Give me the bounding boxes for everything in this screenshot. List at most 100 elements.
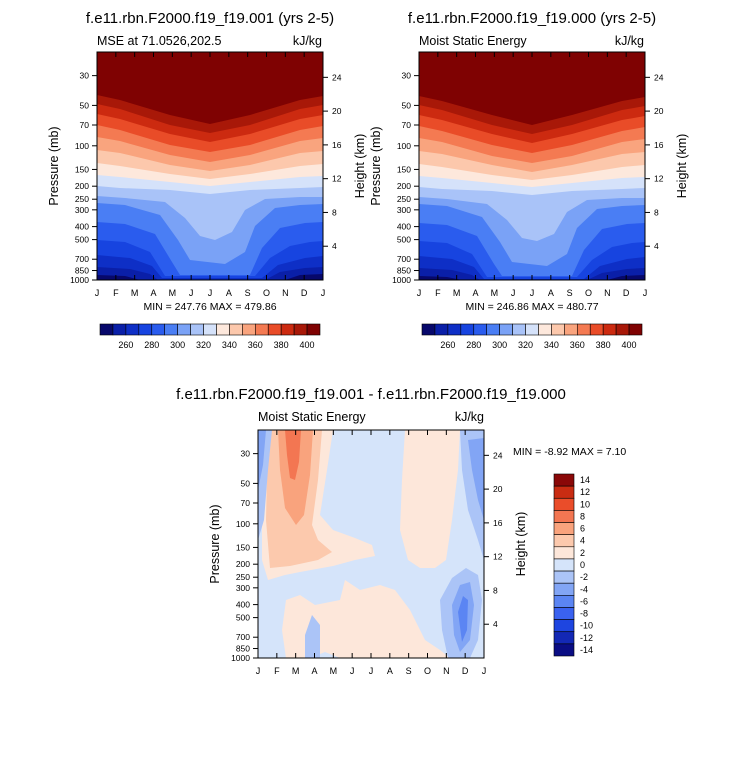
colorbar-box	[125, 323, 140, 336]
colorbar-box	[254, 323, 269, 336]
colorbar-box	[551, 323, 565, 336]
colorbar-label: 360	[248, 340, 263, 350]
colorbar-label: 260	[118, 340, 133, 350]
x-tick-label: J	[189, 288, 194, 298]
colorbar-label: 2	[580, 548, 585, 558]
x-tick-label: D	[462, 666, 469, 676]
pressure-tick-label: 1000	[231, 653, 250, 663]
height-tick-label: 8	[332, 207, 337, 217]
colorbar-box	[553, 534, 575, 548]
height-tick-label: 4	[332, 241, 337, 251]
colorbar-box	[229, 323, 243, 336]
pressure-tick-label: 850	[397, 266, 411, 276]
colorbar-label: 300	[492, 340, 507, 350]
panel-1: f.e11.rbn.F2000.f19_f19.001 (yrs 2-5) MS…	[47, 10, 367, 350]
x-tick-label: J	[321, 288, 326, 298]
height-tick-label: 24	[332, 72, 342, 82]
colorbar-box	[164, 323, 178, 336]
colorbar-label: 12	[580, 487, 590, 497]
colorbar-label: -12	[580, 633, 593, 643]
panel-1-colorbar: 260 280 300 320 340 360 380 400	[99, 323, 321, 350]
x-tick-label: A	[472, 288, 478, 298]
x-tick-label: J	[208, 288, 213, 298]
pressure-tick-label: 50	[80, 100, 90, 110]
colorbar-box	[602, 323, 617, 336]
colorbar-label: 6	[580, 524, 585, 534]
colorbar-box	[553, 473, 575, 487]
pressure-tick-label: 850	[75, 266, 89, 276]
colorbar-box	[512, 323, 526, 336]
colorbar-label: -8	[580, 609, 588, 619]
colorbar-label: -14	[580, 645, 593, 655]
colorbar-box	[267, 323, 282, 336]
pressure-tick-label: 850	[236, 644, 250, 654]
colorbar-box	[434, 323, 449, 336]
pressure-tick-label: 700	[236, 632, 250, 642]
x-tick-label: D	[301, 288, 308, 298]
pressure-tick-label: 70	[80, 120, 90, 130]
pressure-tick-label: 300	[75, 205, 89, 215]
pressure-tick-label: 100	[236, 519, 250, 529]
panel-3-plot	[257, 429, 485, 659]
colorbar-box	[553, 643, 575, 657]
colorbar-label: 14	[580, 475, 590, 485]
pressure-tick-label: 150	[236, 542, 250, 552]
x-tick-label: F	[113, 288, 119, 298]
panel-2: f.e11.rbn.F2000.f19_f19.000 (yrs 2-5) Mo…	[369, 10, 689, 350]
x-tick-label: A	[387, 666, 393, 676]
panel-2-colorbar: 260 280 300 320 340 360 380 400	[421, 323, 643, 350]
colorbar-label: 10	[580, 499, 590, 509]
panel-1-band-240	[97, 274, 323, 280]
x-tick-label: M	[491, 288, 499, 298]
pressure-tick-label: 30	[80, 71, 90, 81]
y2-axis-title: Height (km)	[675, 134, 689, 199]
x-tick-label: J	[256, 666, 261, 676]
colorbar-box	[553, 485, 575, 499]
panel-2-min-max: MIN = 246.86 MAX = 480.77	[465, 301, 598, 313]
colorbar-box	[460, 323, 475, 336]
height-tick-label: 8	[493, 585, 498, 595]
colorbar-box	[553, 510, 575, 523]
height-tick-label: 12	[332, 174, 342, 184]
pressure-tick-label: 250	[397, 194, 411, 204]
x-tick-label: O	[424, 666, 431, 676]
panel-1-units: kJ/kg	[293, 34, 322, 48]
x-tick-label: J	[350, 666, 355, 676]
height-tick-label: 20	[493, 484, 503, 494]
colorbar-box	[151, 323, 166, 336]
colorbar-label: -4	[580, 584, 588, 594]
x-tick-label: S	[406, 666, 412, 676]
pressure-tick-label: 400	[75, 222, 89, 232]
pressure-tick-label: 1000	[70, 275, 89, 285]
panel-1-min-max: MIN = 247.76 MAX = 479.86	[143, 301, 276, 313]
x-tick-label: S	[567, 288, 573, 298]
colorbar-label: 8	[580, 511, 585, 521]
panel-3-pos-region-4	[285, 430, 301, 480]
colorbar-box	[499, 323, 513, 336]
colorbar-box	[553, 582, 575, 596]
colorbar-box	[628, 323, 643, 336]
x-tick-label: N	[443, 666, 450, 676]
pressure-tick-label: 70	[241, 498, 251, 508]
x-tick-label: J	[530, 288, 535, 298]
pressure-tick-label: 200	[397, 181, 411, 191]
colorbar-label: 280	[144, 340, 159, 350]
y2-axis-title: Height (km)	[353, 134, 367, 199]
y2-axis-title: Height (km)	[514, 512, 528, 577]
colorbar-box	[553, 546, 575, 560]
x-tick-label: M	[453, 288, 461, 298]
x-tick-label: M	[169, 288, 177, 298]
height-tick-label: 16	[493, 518, 503, 528]
colorbar-label: 0	[580, 560, 585, 570]
pressure-tick-label: 400	[397, 222, 411, 232]
height-tick-label: 4	[493, 619, 498, 629]
y-axis-title: Pressure (mb)	[369, 126, 383, 205]
panel-3-neg-region-4	[468, 438, 484, 520]
panel-2-left-label: Moist Static Energy	[419, 34, 527, 48]
panel-3-colorbar: 14 12 10 8 6 4 2 0 -2 -4 -6 -8 -10 -12 -14	[553, 473, 593, 657]
x-tick-label: A	[226, 288, 232, 298]
pressure-tick-label: 1000	[392, 275, 411, 285]
